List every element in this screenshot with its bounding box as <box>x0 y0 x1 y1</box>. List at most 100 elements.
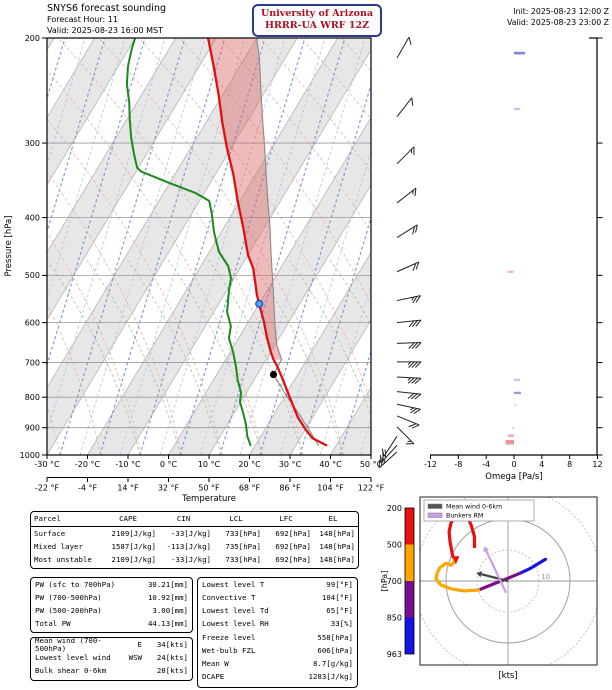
thermo-value: 1283[J/kg] <box>308 672 354 682</box>
wind-label: Mean wind (700-500hPa) <box>35 636 102 653</box>
isotherm-line <box>47 38 177 254</box>
parcel-cell: 733[hPa] <box>225 528 261 538</box>
hodograph-legend-box <box>423 499 535 522</box>
thermo-value: 558[hPa] <box>317 632 353 642</box>
wind-barb-full <box>407 393 415 399</box>
isotherm-band <box>87 38 371 455</box>
mixing-ratio-line <box>319 283 371 455</box>
omega-bar <box>514 391 521 395</box>
wind-table-row: Mean wind (700-500hPa) E 34[kts] <box>31 636 192 653</box>
hodograph-end-arrow <box>452 556 460 565</box>
pw-table-row: PW (sfc to 700hPa) 30.21[mm] <box>31 578 192 591</box>
colorbar-axis-label: [hPa] <box>380 571 389 592</box>
temperature-axis-label: Temperature <box>181 494 236 504</box>
thermo-value: 65[°F] <box>326 606 353 616</box>
init-valid-utc-block: Init: 2025-08-23 12:00 Z Valid: 2025-08-… <box>507 7 609 28</box>
mixing-ratio-line <box>159 38 286 455</box>
mixing-ratio-line <box>99 38 226 455</box>
mixing-ratio-line <box>580 38 612 455</box>
thermo-table-row: Lowest level Td 65[°F] <box>198 604 357 617</box>
isotherm-band <box>330 387 371 455</box>
pressure-tick-label: 900 <box>25 424 40 433</box>
hodograph-colorbar-segment <box>405 544 414 581</box>
wind-barb-shaft <box>396 36 410 59</box>
mixing-ratio-line <box>400 38 525 455</box>
bunkers-rm-arrow-head <box>483 546 490 553</box>
parcel-header-cell: EL <box>328 514 338 524</box>
omega-x-tick-label: -4 <box>482 460 490 469</box>
moist-adiabat-line <box>410 258 505 455</box>
hodograph-trace-963-850hPa <box>518 557 548 575</box>
omega-bar <box>507 434 514 437</box>
colorbar-tick-label: 850 <box>387 613 402 622</box>
omega-bar <box>507 270 514 273</box>
mean-wind-arrow <box>481 573 509 583</box>
pw-value: 30.21[mm] <box>147 579 188 589</box>
dry-adiabat-line <box>47 118 223 455</box>
wind-barb-full <box>414 188 417 197</box>
omega-bar <box>511 426 514 429</box>
precipitable-water-table: PW (sfc to 700hPa) 30.21[mm] PW (700-500hP… <box>30 577 193 633</box>
wind-barbs <box>378 36 422 469</box>
temp-f-tick-label: -22 °F <box>35 484 60 493</box>
colorbar-tick-label: 963 <box>387 650 402 659</box>
thermo-label: Lowest level T <box>202 579 265 589</box>
thermo-label: Convective T <box>202 593 256 603</box>
pressure-tick-label: 800 <box>25 393 40 402</box>
thermo-table-row: DCAPE 1283[J/kg] <box>198 670 357 683</box>
temp-f-tick-label: 32 °F <box>158 484 180 493</box>
moist-adiabat-line <box>368 257 371 262</box>
thermo-table-row: Mean W 8.7[g/kg] <box>198 657 357 670</box>
wind-barb-shaft <box>396 97 413 118</box>
temp-f-tick-label: 68 °F <box>239 484 261 493</box>
wind-barb-full <box>412 296 418 304</box>
parcel-cell: 2109[J/kg] <box>111 528 157 538</box>
thermo-value: 99[°F] <box>326 579 353 589</box>
dewpoint-curve <box>125 38 252 447</box>
mixing-ratio-line <box>239 38 366 455</box>
legend-label-0: Mean wind 0-6km <box>446 504 502 511</box>
dry-adiabat-line <box>138 38 371 406</box>
pw-label: PW (sfc to 700hPa) <box>35 579 116 589</box>
parcel-cell: Surface <box>34 528 66 538</box>
parcel-table: Parcel CAPE CIN LCL LFC EL Surface 2109[J/kg] -3… <box>30 511 359 569</box>
parcel-table-row: Mixed layer 1587[J/kg] -113[J/kg] 735[hPa] 6… <box>31 540 358 553</box>
mixing-ratio-line <box>199 38 326 455</box>
dry-adiabat-line <box>47 70 263 455</box>
mixing-ratio-line <box>359 416 371 455</box>
wind-barb-full <box>412 226 415 235</box>
legend-swatch-1 <box>427 512 443 518</box>
thermo-value: 104[°F] <box>321 593 353 603</box>
isotherm-line <box>47 38 217 321</box>
wind-barb-full <box>410 393 418 400</box>
page-title: SNYS6 forecast sounding <box>47 3 166 14</box>
badge-line2: HRRR-UA WRF 12Z <box>264 20 370 32</box>
dry-adiabat-line <box>544 38 612 455</box>
parcel-table-row: Surface 2109[J/kg] -33[J/kg] 733[hPa] 692[hP… <box>31 527 358 540</box>
wind-barb-full <box>410 408 418 414</box>
temp-c-tick-label: 20 °C <box>238 460 261 469</box>
colorbar-tick-label: 700 <box>387 577 402 586</box>
thermo-label: DCAPE <box>202 672 225 682</box>
thermo-table-row: Convective T 104[°F] <box>198 591 357 604</box>
mixing-ratio-line <box>460 38 585 455</box>
mixing-ratio-line <box>219 38 346 455</box>
dry-adiabat-line <box>382 38 612 455</box>
omega-x-tick-label: 12 <box>592 460 602 469</box>
thermo-value: 33[%] <box>330 619 353 629</box>
wind-direction: WSW <box>128 653 142 663</box>
parcel-cell: -33[J/kg] <box>170 528 211 538</box>
wind-barb-full <box>415 261 420 270</box>
mixing-ratio-line <box>299 216 371 455</box>
wind-barb-full <box>412 320 418 328</box>
hodograph-trace-700-500hPa <box>434 554 481 593</box>
isotherm-line <box>289 319 371 455</box>
pressure-tick-label: 700 <box>25 358 40 367</box>
pressure-tick-label: 1000 <box>20 451 40 460</box>
isotherm-line <box>47 38 298 455</box>
skewt-plot <box>47 38 612 455</box>
omega-x-tick-label: 8 <box>567 460 572 469</box>
pressure-tick-label: 500 <box>25 271 40 280</box>
